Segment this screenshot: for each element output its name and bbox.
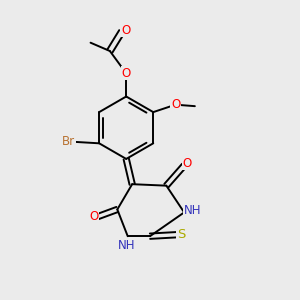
Text: O: O <box>122 67 131 80</box>
Text: O: O <box>182 157 192 169</box>
Text: NH: NH <box>118 238 135 252</box>
Text: Br: Br <box>62 135 75 148</box>
Text: S: S <box>177 228 185 241</box>
Text: O: O <box>121 24 130 37</box>
Text: O: O <box>171 98 180 111</box>
Text: O: O <box>89 210 98 224</box>
Text: NH: NH <box>184 204 201 218</box>
